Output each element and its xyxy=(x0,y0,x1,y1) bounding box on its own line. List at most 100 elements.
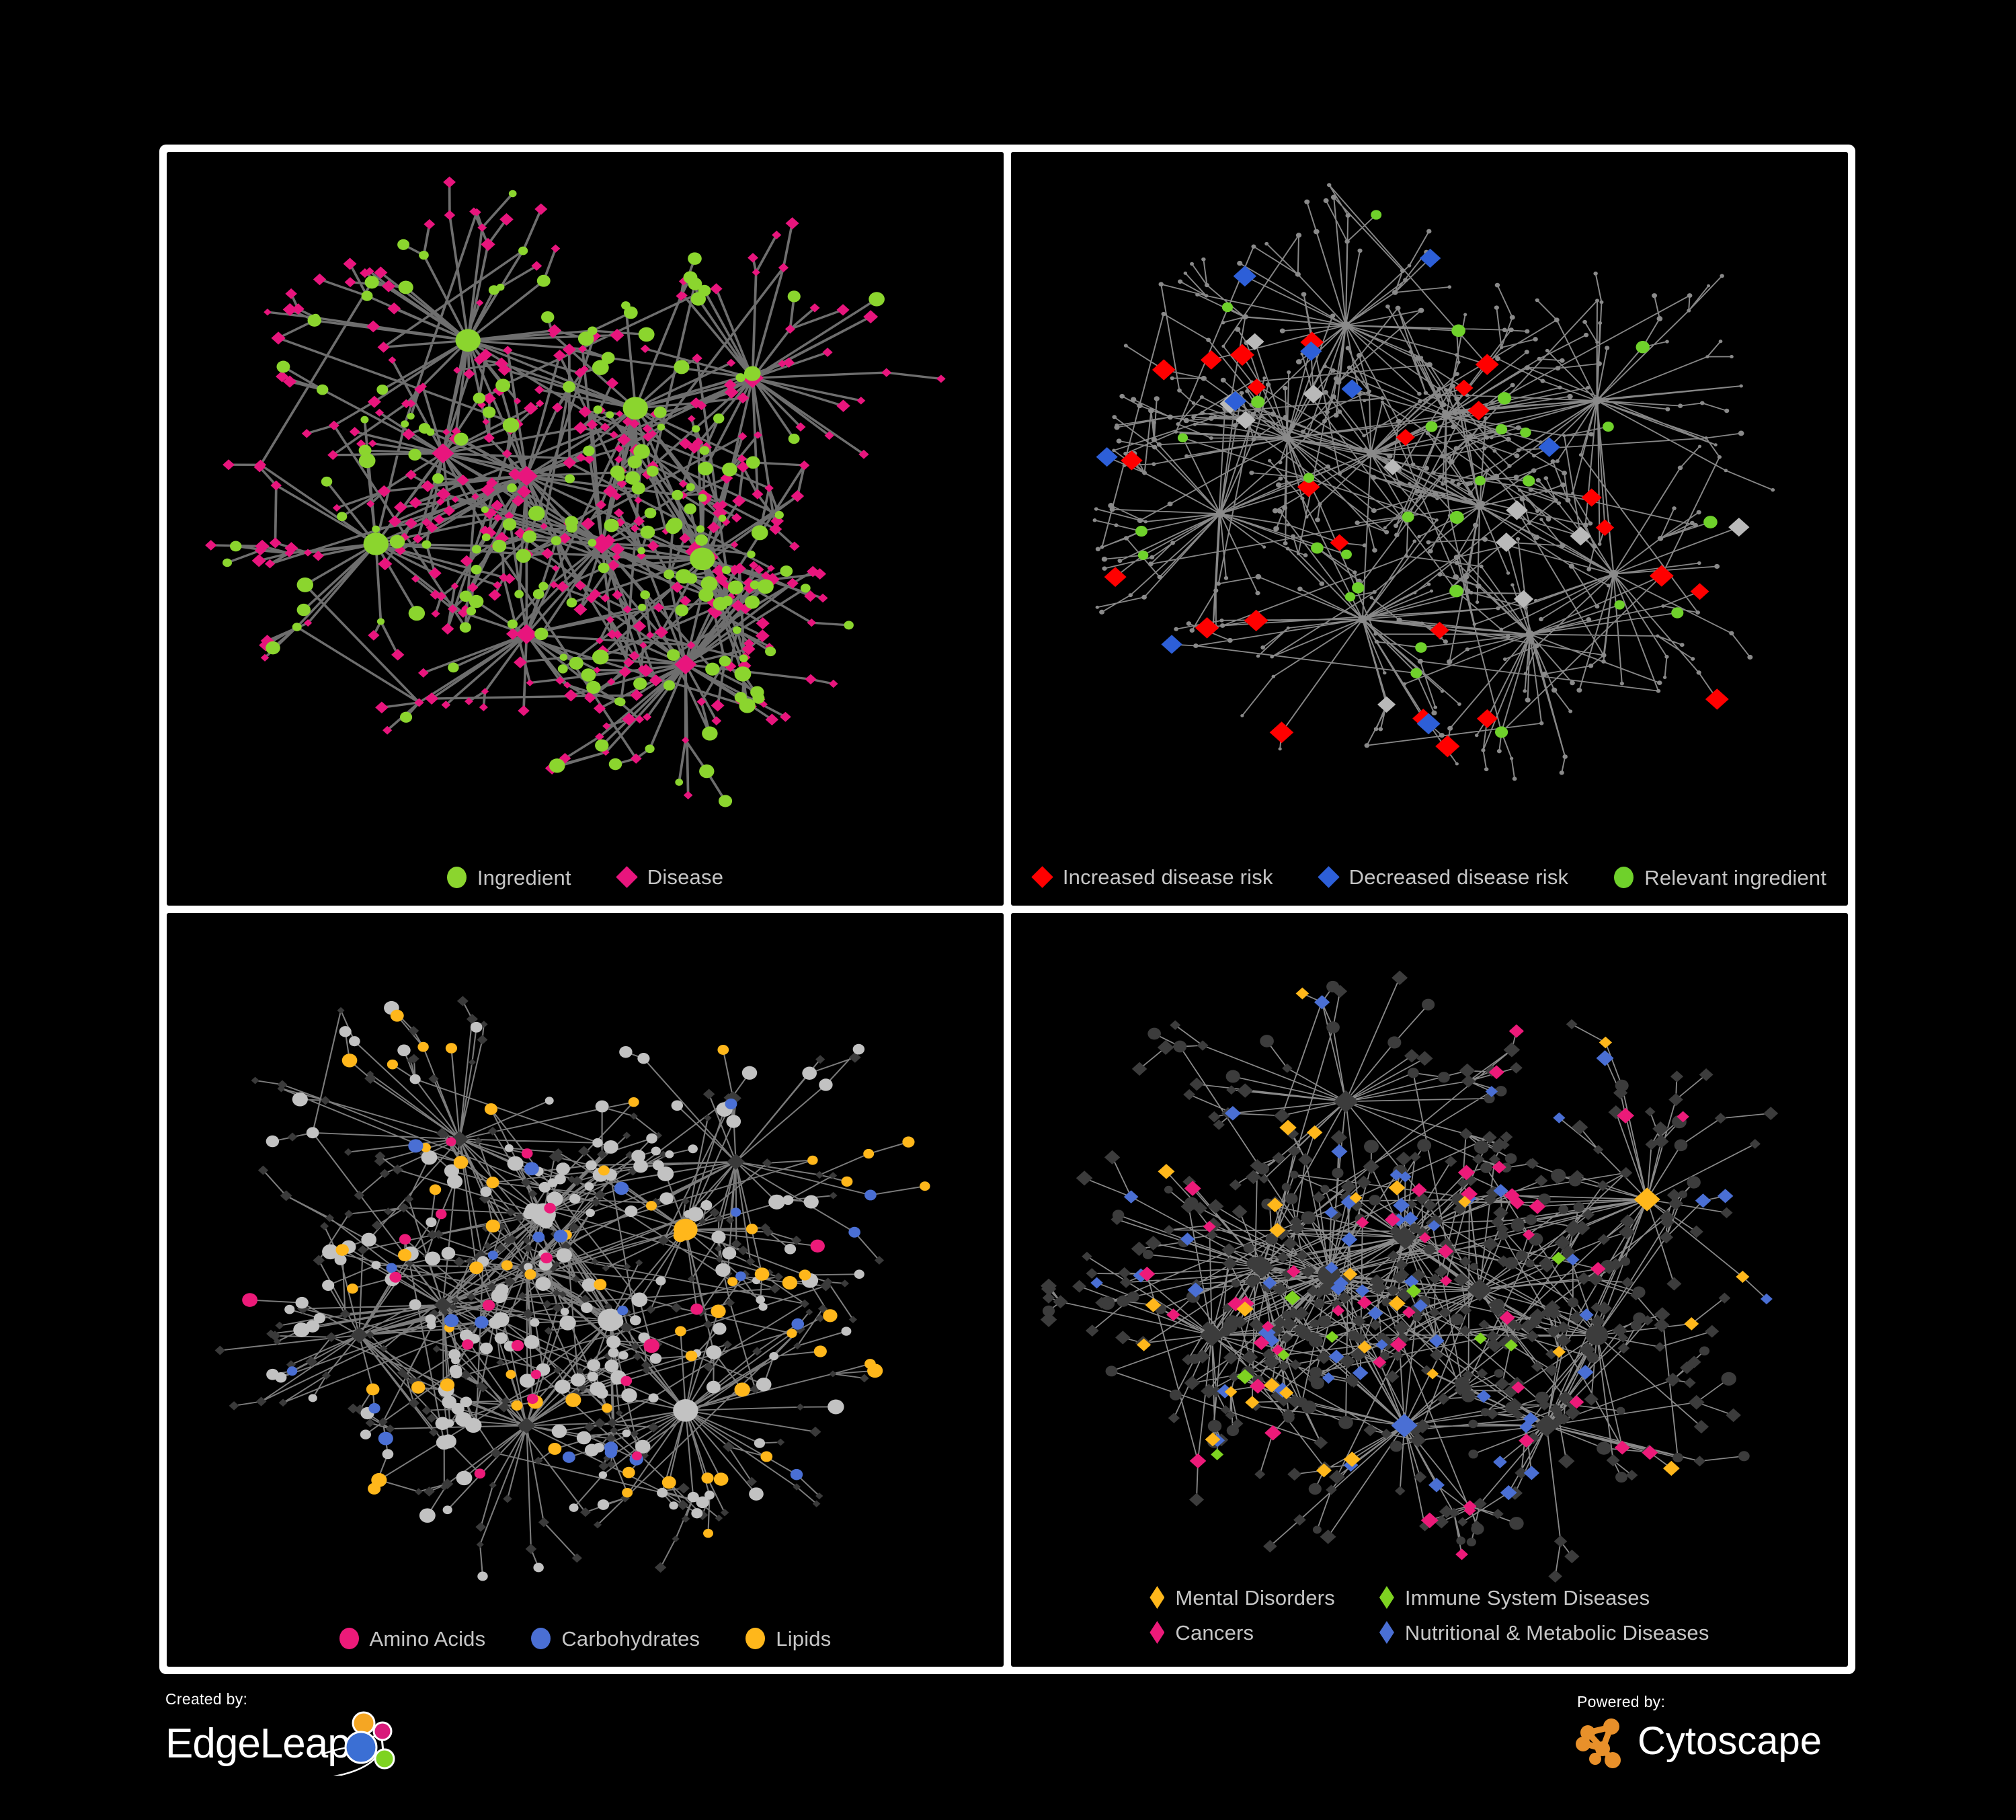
network-node[interactable] xyxy=(1265,1233,1279,1245)
network-node[interactable] xyxy=(1191,415,1196,420)
network-node[interactable] xyxy=(612,491,622,501)
network-node[interactable] xyxy=(1636,341,1650,354)
network-node[interactable] xyxy=(1167,502,1173,507)
network-node[interactable] xyxy=(1168,1413,1180,1423)
network-node[interactable] xyxy=(594,1418,606,1429)
network-node[interactable] xyxy=(1543,1300,1561,1315)
network-node[interactable] xyxy=(610,1315,624,1328)
network-node[interactable] xyxy=(483,392,496,405)
network-node[interactable] xyxy=(1263,1540,1277,1553)
network-node[interactable] xyxy=(1183,1089,1196,1101)
network-node[interactable] xyxy=(431,609,440,618)
network-node[interactable] xyxy=(718,514,727,522)
network-node[interactable] xyxy=(1476,1368,1488,1379)
network-node[interactable] xyxy=(280,1190,292,1201)
network-node[interactable] xyxy=(645,1305,655,1314)
network-node[interactable] xyxy=(229,1401,239,1411)
network-node[interactable] xyxy=(793,1342,802,1350)
network-node[interactable] xyxy=(1289,1216,1303,1228)
network-node[interactable] xyxy=(1535,509,1540,513)
network-node[interactable] xyxy=(1597,1441,1611,1455)
network-node[interactable] xyxy=(1338,1416,1353,1429)
network-node[interactable] xyxy=(1449,511,1464,524)
network-node[interactable] xyxy=(1427,327,1431,331)
network-node[interactable] xyxy=(1320,1185,1330,1193)
network-node[interactable] xyxy=(1130,397,1137,403)
network-node[interactable] xyxy=(1520,427,1531,438)
network-node[interactable] xyxy=(401,420,409,428)
network-node[interactable] xyxy=(427,1230,438,1240)
network-node[interactable] xyxy=(1150,555,1155,560)
network-node[interactable] xyxy=(459,590,473,602)
network-node[interactable] xyxy=(453,366,461,374)
network-node[interactable] xyxy=(836,304,850,316)
network-node[interactable] xyxy=(361,1232,376,1247)
network-node[interactable] xyxy=(573,422,588,434)
network-node[interactable] xyxy=(607,1418,618,1427)
network-node[interactable] xyxy=(1148,407,1154,413)
network-node[interactable] xyxy=(1304,199,1310,204)
network-node[interactable] xyxy=(1713,443,1718,446)
network-node[interactable] xyxy=(629,651,640,661)
network-node[interactable] xyxy=(1538,617,1543,622)
network-node[interactable] xyxy=(1184,454,1189,459)
network-node[interactable] xyxy=(1465,393,1469,397)
network-node[interactable] xyxy=(387,1059,398,1070)
network-node[interactable] xyxy=(647,1422,659,1433)
network-node[interactable] xyxy=(516,549,531,563)
network-node[interactable] xyxy=(1496,749,1502,754)
network-node[interactable] xyxy=(544,1203,556,1214)
network-node[interactable] xyxy=(681,1197,690,1205)
network-node[interactable] xyxy=(1389,1337,1407,1353)
network-node[interactable] xyxy=(687,415,696,422)
network-node[interactable] xyxy=(371,1220,383,1231)
network-node[interactable] xyxy=(578,405,592,418)
network-node[interactable] xyxy=(649,1353,662,1364)
network-node[interactable] xyxy=(1211,1448,1224,1460)
network-node[interactable] xyxy=(444,1314,459,1327)
network-node[interactable] xyxy=(1573,1202,1584,1212)
network-node[interactable] xyxy=(488,589,501,601)
network-node[interactable] xyxy=(515,624,538,645)
network-node[interactable] xyxy=(1698,444,1702,448)
network-node[interactable] xyxy=(556,581,569,592)
network-node[interactable] xyxy=(727,1277,738,1287)
network-node[interactable] xyxy=(602,1403,612,1413)
network-node[interactable] xyxy=(829,1370,837,1378)
network-node[interactable] xyxy=(610,1426,618,1434)
network-node[interactable] xyxy=(1525,697,1531,703)
network-node[interactable] xyxy=(1437,387,1441,391)
network-node[interactable] xyxy=(325,1332,337,1343)
network-node[interactable] xyxy=(1508,1024,1525,1038)
legend-item-immune-system-diseases[interactable]: Immune System Diseases xyxy=(1379,1586,1709,1609)
network-node[interactable] xyxy=(1554,317,1560,323)
network-node[interactable] xyxy=(1258,415,1262,419)
network-node[interactable] xyxy=(1364,1140,1379,1154)
network-node[interactable] xyxy=(788,434,800,444)
network-node[interactable] xyxy=(533,1562,544,1573)
network-node[interactable] xyxy=(1322,364,1327,368)
network-node[interactable] xyxy=(385,1424,395,1433)
network-node[interactable] xyxy=(1463,313,1467,317)
network-node[interactable] xyxy=(1221,321,1225,325)
network-node[interactable] xyxy=(1246,1257,1260,1269)
network-node[interactable] xyxy=(1189,628,1195,633)
network-node[interactable] xyxy=(745,456,760,469)
network-node[interactable] xyxy=(442,1395,457,1409)
network-node[interactable] xyxy=(1352,570,1357,575)
network-node[interactable] xyxy=(678,1482,690,1494)
network-node[interactable] xyxy=(584,1182,594,1191)
network-node[interactable] xyxy=(638,327,655,342)
network-node[interactable] xyxy=(1437,1244,1454,1259)
network-node[interactable] xyxy=(1095,547,1100,551)
network-node[interactable] xyxy=(635,1259,643,1267)
network-node[interactable] xyxy=(511,1340,524,1351)
network-node[interactable] xyxy=(495,357,508,370)
network-node[interactable] xyxy=(734,666,752,682)
network-node[interactable] xyxy=(1459,1324,1471,1337)
network-node[interactable] xyxy=(1601,652,1607,658)
network-node[interactable] xyxy=(692,437,704,448)
network-node[interactable] xyxy=(686,483,695,491)
network-node[interactable] xyxy=(583,445,595,457)
network-node[interactable] xyxy=(630,1342,640,1351)
